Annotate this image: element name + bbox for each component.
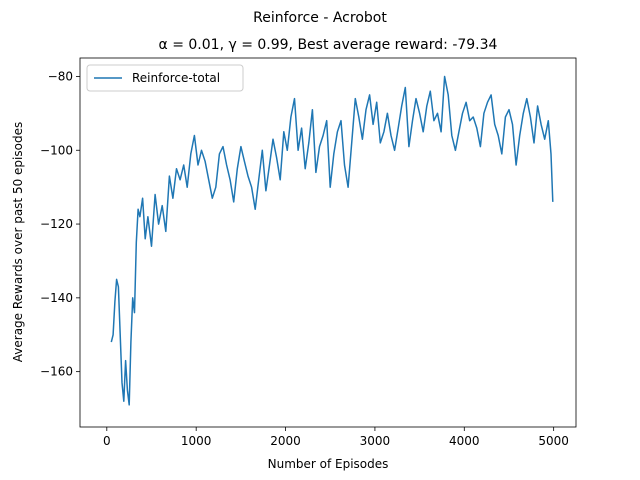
figure-suptitle: Reinforce - Acrobot: [253, 10, 387, 26]
x-tick-label: 2000: [270, 434, 301, 448]
x-axis-label: Number of Episodes: [268, 457, 389, 471]
series-layer: [110, 75, 554, 406]
y-axis: −160 −140 −120 −100 −80: [40, 69, 80, 379]
y-tick-label: −160: [40, 365, 73, 379]
legend: Reinforce-total: [86, 64, 244, 92]
x-tick-label: 3000: [360, 434, 391, 448]
y-tick-label: −120: [40, 217, 73, 231]
x-tick-label: 4000: [449, 434, 480, 448]
y-tick-label: −100: [40, 143, 73, 157]
x-tick-label: 1000: [181, 434, 212, 448]
series-line-0: [110, 75, 554, 406]
plot-area: [79, 57, 577, 428]
plot-frame: [79, 57, 577, 428]
legend-box: [86, 64, 244, 92]
x-axis: 0 1000 2000 3000 4000 5000: [103, 427, 569, 448]
chart-title: α = 0.01, γ = 0.99, Best average reward:…: [159, 37, 498, 53]
y-tick-label: −80: [48, 69, 73, 83]
legend-label: Reinforce-total: [132, 71, 220, 85]
y-axis-label: Average Rewards over past 50 episodes: [11, 122, 25, 362]
x-tick-label: 0: [103, 434, 111, 448]
x-tick-label: 5000: [538, 434, 569, 448]
y-tick-label: −140: [40, 291, 73, 305]
